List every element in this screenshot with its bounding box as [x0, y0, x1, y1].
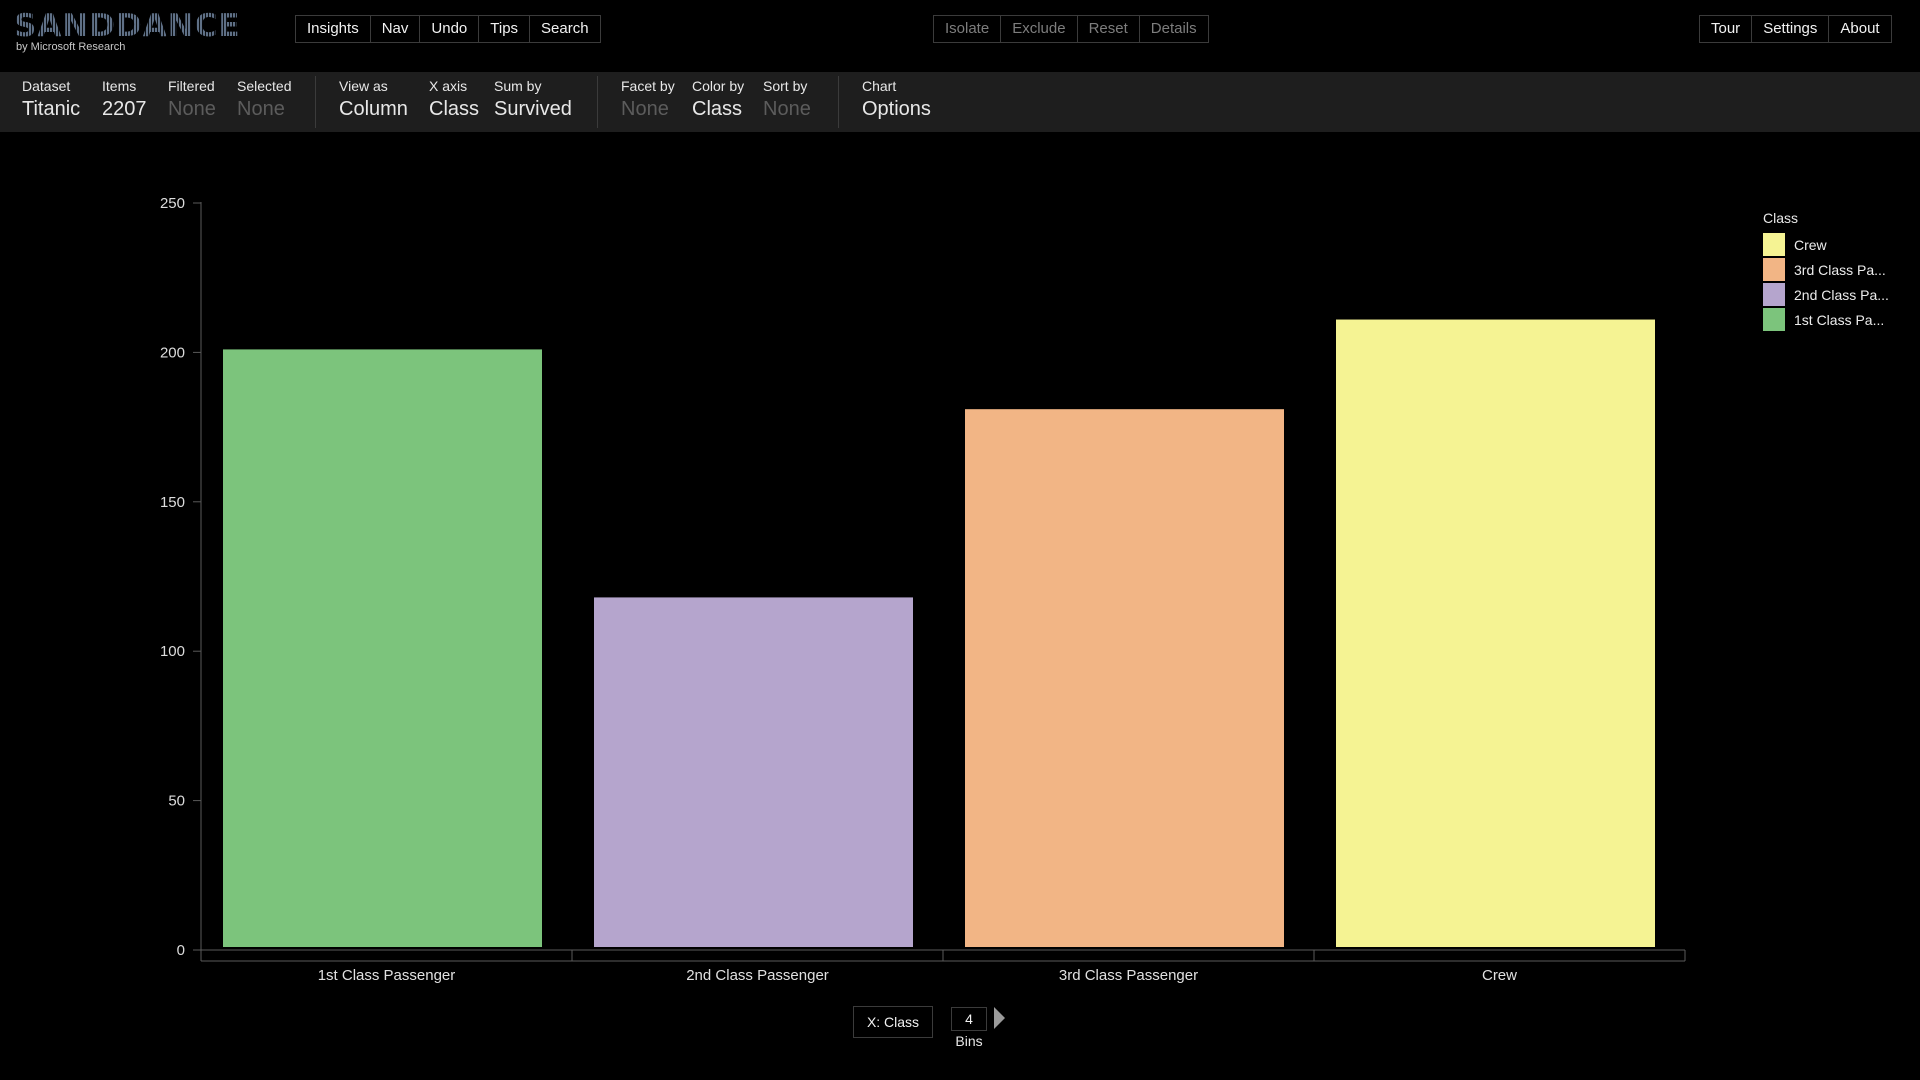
y-tick-label: 0: [177, 942, 185, 959]
x-axis-picker[interactable]: X axis Class: [429, 78, 479, 122]
y-tick-label: 250: [160, 195, 185, 212]
legend-item-1st-class[interactable]: 1st Class Pa...: [1763, 307, 1889, 332]
y-tick-label: 200: [160, 344, 185, 361]
x-axis-label: X axis: [429, 78, 468, 94]
tour-button[interactable]: Tour: [1700, 16, 1753, 42]
legend-label: 1st Class Pa...: [1794, 311, 1885, 328]
color-by-picker[interactable]: Color by Class: [692, 78, 744, 122]
x-tick-label: 2nd Class Passenger: [686, 967, 829, 984]
sum-by-picker[interactable]: Sum by Survived: [494, 78, 572, 122]
legend-item-2nd-class[interactable]: 2nd Class Pa...: [1763, 282, 1889, 307]
bar-chart[interactable]: 0 50 100 150 200 250 1st Class Passenger 2nd Cl…: [0, 132, 1920, 992]
about-button[interactable]: About: [1840, 20, 1880, 37]
dataset-picker[interactable]: Dataset Titanic: [22, 78, 80, 122]
facet-by-value: None: [621, 98, 669, 120]
main-command-buttons: Insights Nav Undo Tips Search: [295, 15, 601, 43]
chart-label: Chart: [862, 78, 897, 94]
reset-button[interactable]: Reset: [1078, 16, 1140, 42]
selection-command-buttons: Isolate Exclude Reset Details: [933, 15, 1209, 43]
sanddance-logo: SANDDANCE by Microsoft Research: [14, 9, 241, 53]
undo-button[interactable]: Undo: [420, 16, 480, 42]
sum-by-label: Sum by: [494, 78, 542, 94]
sort-by-label: Sort by: [763, 78, 808, 94]
color-by-value: Class: [692, 98, 743, 120]
bar[interactable]: [965, 409, 1284, 947]
legend-label: 3rd Class Pa...: [1794, 261, 1886, 278]
bar[interactable]: [594, 597, 913, 947]
legend-label: 2nd Class Pa...: [1794, 286, 1889, 303]
filtered-value: None: [168, 98, 216, 120]
filtered-label: Filtered: [168, 78, 215, 94]
legend-swatch: [1763, 233, 1785, 256]
view-as-picker[interactable]: View as Column: [339, 78, 408, 122]
selected-label: Selected: [237, 78, 292, 94]
dataset-value: Titanic: [22, 98, 81, 120]
tips-button[interactable]: Tips: [479, 16, 531, 42]
filtered-count[interactable]: Filtered None: [168, 78, 216, 122]
toolbar-divider: [315, 76, 316, 128]
items-label: Items: [102, 78, 137, 94]
bins-increment-arrow-icon[interactable]: [994, 1007, 1005, 1029]
y-tick-label: 150: [160, 494, 185, 511]
logo-wordmark: SANDDANCE: [14, 8, 241, 44]
help-command-buttons: Tour Settings About: [1699, 15, 1892, 43]
view-as-label: View as: [339, 78, 388, 94]
selected-count[interactable]: Selected None: [237, 78, 291, 122]
bins-label: Bins: [955, 1033, 983, 1049]
x-tick-label: 3rd Class Passenger: [1059, 967, 1198, 984]
items-count[interactable]: Items 2207: [102, 78, 147, 122]
facet-by-label: Facet by: [621, 78, 675, 94]
x-axis-column-button[interactable]: X: Class: [853, 1006, 933, 1038]
bar[interactable]: [223, 349, 542, 947]
settings-button[interactable]: Settings: [1752, 16, 1830, 42]
view-as-value: Column: [339, 98, 408, 120]
isolate-button[interactable]: Isolate: [934, 16, 1002, 42]
view-toolbar: Dataset Titanic Items 2207 Filtered None…: [0, 72, 1920, 132]
chart-options-button[interactable]: Chart Options: [862, 78, 931, 122]
color-by-label: Color by: [692, 78, 745, 94]
nav-button[interactable]: Nav: [371, 16, 421, 42]
legend-item-crew[interactable]: Crew: [1763, 232, 1889, 257]
x-tick-label: Crew: [1482, 967, 1517, 984]
facet-by-picker[interactable]: Facet by None: [621, 78, 675, 122]
exclude-button[interactable]: Exclude: [1001, 16, 1078, 42]
items-value: 2207: [102, 98, 147, 120]
chart-options-value: Options: [862, 98, 931, 120]
sum-by-value: Survived: [494, 98, 572, 120]
legend-label: Crew: [1794, 236, 1827, 253]
toolbar-divider: [597, 76, 598, 128]
toolbar-divider: [838, 76, 839, 128]
sort-by-value: None: [763, 98, 811, 120]
insights-button[interactable]: Insights: [296, 16, 371, 42]
bins-input[interactable]: [951, 1007, 987, 1031]
x-tick-label: 1st Class Passenger: [318, 967, 456, 984]
sort-by-picker[interactable]: Sort by None: [763, 78, 811, 122]
color-legend: Class Crew 3rd Class Pa... 2nd Class Pa.…: [1763, 210, 1889, 332]
y-tick-label: 50: [168, 793, 185, 810]
bar[interactable]: [1336, 319, 1655, 947]
details-button[interactable]: Details: [1150, 20, 1197, 37]
top-bar: SANDDANCE by Microsoft Research Insights…: [0, 0, 1920, 72]
dataset-label: Dataset: [22, 78, 71, 94]
x-axis-value: Class: [429, 98, 480, 120]
selected-value: None: [237, 98, 285, 120]
legend-title: Class: [1763, 210, 1799, 226]
legend-swatch: [1763, 283, 1785, 306]
logo-subtitle: by Microsoft Research: [16, 41, 126, 53]
y-tick-label: 100: [160, 643, 185, 660]
search-button[interactable]: Search: [541, 20, 589, 37]
legend-swatch: [1763, 258, 1785, 281]
legend-swatch: [1763, 308, 1785, 331]
legend-item-3rd-class[interactable]: 3rd Class Pa...: [1763, 257, 1889, 282]
